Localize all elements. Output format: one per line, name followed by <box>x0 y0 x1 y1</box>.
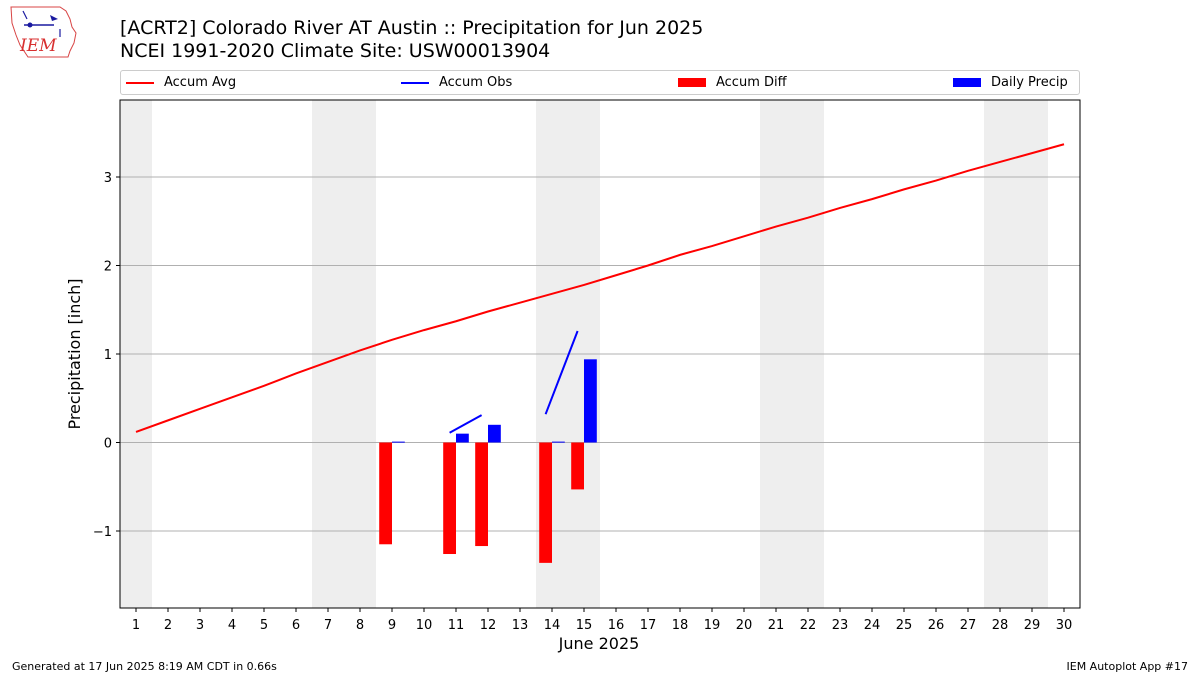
y-tick-label: −1 <box>93 525 112 540</box>
x-tick-label: 19 <box>704 618 721 633</box>
legend-swatch-accum-avg <box>126 81 154 84</box>
line-accum-obs <box>544 330 579 415</box>
x-tick-label: 8 <box>356 618 364 633</box>
x-tick-label: 6 <box>292 618 300 633</box>
bar-daily-precip-day-14 <box>552 441 565 443</box>
legend-swatch-daily-precip <box>953 78 981 87</box>
x-tick-label: 9 <box>388 618 396 633</box>
bar-accum-diff-day-14 <box>539 442 552 563</box>
iem-logo: IEM <box>10 6 77 58</box>
legend-label-accum-avg: Accum Avg <box>164 75 237 90</box>
line-accum-obs <box>449 414 483 434</box>
bar-daily-precip-day-12 <box>488 424 501 443</box>
x-tick-label: 12 <box>480 618 497 633</box>
bar-accum-diff-day-15 <box>571 442 584 490</box>
line-accum-avg <box>135 143 1065 433</box>
chart-subtitle: NCEI 1991-2020 Climate Site: USW00013904 <box>120 40 551 62</box>
y-tick-label: 2 <box>104 259 112 274</box>
y-tick-label: 1 <box>104 348 112 363</box>
y-tick-label: 0 <box>104 437 112 452</box>
legend-item-accum-obs: Accum Obs <box>401 71 512 94</box>
legend-item-daily-precip: Daily Precip <box>953 71 1068 94</box>
footer-app-id: IEM Autoplot App #17 <box>1066 660 1189 673</box>
legend-swatch-accum-diff <box>678 78 706 87</box>
logo-text: IEM <box>19 36 57 56</box>
x-tick-label: 10 <box>416 618 433 633</box>
legend-label-accum-obs: Accum Obs <box>439 75 513 90</box>
x-tick-label: 30 <box>1056 618 1073 633</box>
legend-item-accum-diff: Accum Diff <box>678 71 787 94</box>
x-tick-label: 4 <box>228 618 236 633</box>
gridlines <box>120 176 1080 532</box>
x-tick-label: 1 <box>132 618 140 633</box>
footer-generated: Generated at 17 Jun 2025 8:19 AM CDT in … <box>12 660 277 673</box>
y-axis-label: Precipitation [inch] <box>65 278 84 429</box>
lines <box>135 143 1065 434</box>
bar-daily-precip-day-15 <box>584 359 597 443</box>
x-tick-label: 2 <box>164 618 172 633</box>
x-tick-label: 24 <box>864 618 881 633</box>
bar-accum-diff-day-11 <box>443 442 456 555</box>
bar-accum-diff-day-9 <box>379 442 392 545</box>
x-tick-label: 20 <box>736 618 753 633</box>
x-tick-label: 7 <box>324 618 332 633</box>
x-tick-label: 3 <box>196 618 204 633</box>
legend-label-daily-precip: Daily Precip <box>991 75 1068 90</box>
x-tick-label: 17 <box>640 618 657 633</box>
x-tick-label: 15 <box>576 618 593 633</box>
x-tick-label: 21 <box>768 618 785 633</box>
x-tick-label: 25 <box>896 618 913 633</box>
x-tick-label: 23 <box>832 618 849 633</box>
x-tick-label: 11 <box>448 618 465 633</box>
bar-accum-diff-day-12 <box>475 442 488 547</box>
legend: Accum Avg Accum Obs Accum Diff Daily Pre… <box>120 70 1080 95</box>
legend-item-accum-avg: Accum Avg <box>126 71 236 94</box>
x-tick-label: 5 <box>260 618 268 633</box>
x-axis-label: June 2025 <box>558 634 640 653</box>
x-tick-label: 26 <box>928 618 945 633</box>
bar-daily-precip-day-11 <box>456 433 469 443</box>
x-tick-label: 22 <box>800 618 817 633</box>
x-tick-label: 27 <box>960 618 977 633</box>
x-tick-label: 18 <box>672 618 689 633</box>
legend-label-accum-diff: Accum Diff <box>716 75 787 90</box>
x-tick-label: 14 <box>544 618 561 633</box>
chart-title: [ACRT2] Colorado River AT Austin :: Prec… <box>120 17 704 39</box>
x-tick-label: 13 <box>512 618 529 633</box>
bar-daily-precip-day-9 <box>392 441 405 443</box>
legend-swatch-accum-obs <box>401 81 429 84</box>
bars <box>379 359 597 563</box>
x-tick-label: 16 <box>608 618 625 633</box>
x-tick-label: 29 <box>1024 618 1041 633</box>
x-tick-label: 28 <box>992 618 1009 633</box>
y-tick-label: 3 <box>104 171 112 186</box>
